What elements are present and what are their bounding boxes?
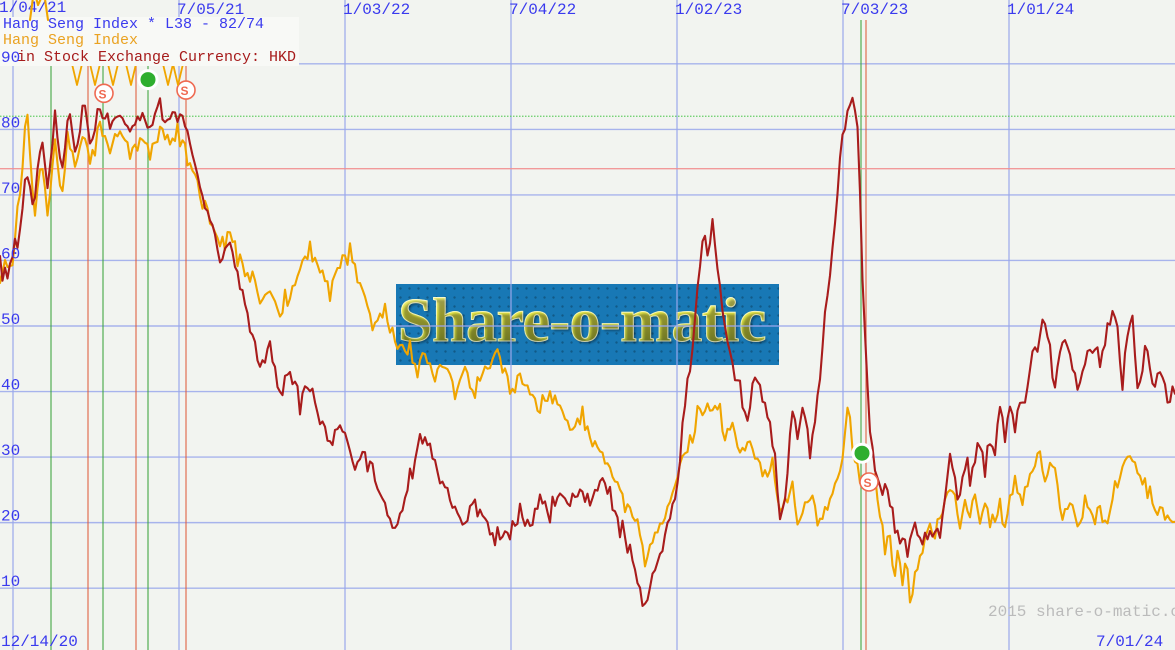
svg-text:10: 10 — [1, 573, 20, 591]
svg-text:60: 60 — [1, 245, 20, 263]
svg-text:80: 80 — [1, 114, 20, 132]
svg-text:70: 70 — [1, 180, 20, 198]
svg-text:50: 50 — [1, 311, 20, 329]
svg-text:90: 90 — [1, 49, 20, 67]
svg-text:30: 30 — [1, 442, 20, 460]
svg-text:20: 20 — [1, 508, 20, 526]
svg-text:40: 40 — [1, 377, 20, 395]
